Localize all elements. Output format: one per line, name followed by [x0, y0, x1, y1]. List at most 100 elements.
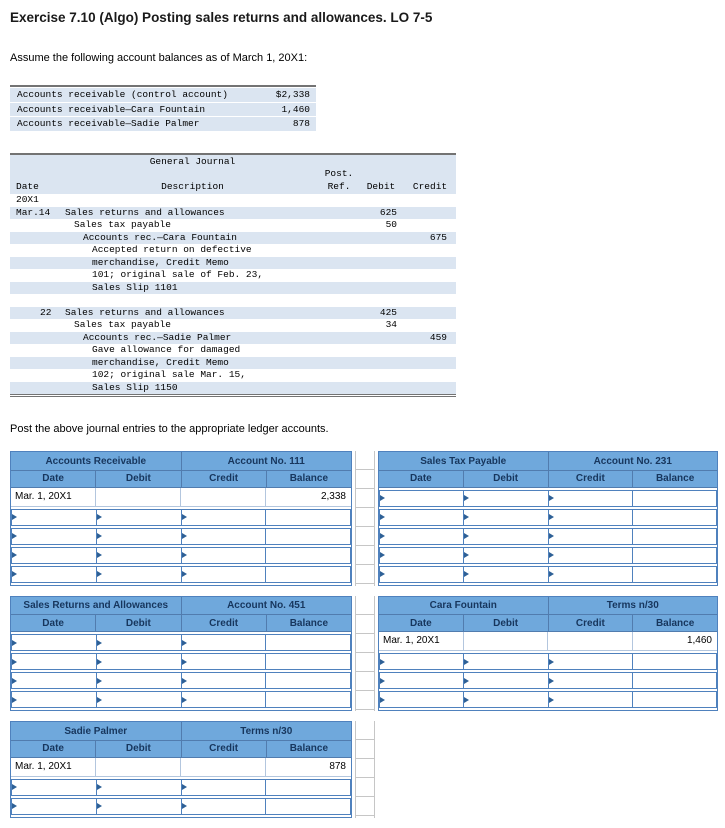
- credit-input-cell[interactable]: [180, 508, 267, 526]
- cell-marker-icon: [548, 533, 554, 539]
- ledger-input-row: [11, 546, 351, 564]
- ledger-table-sales-returns-and-allowances: Sales Returns and Allowances Account No.…: [10, 595, 352, 711]
- journal-description-cell: Sales Slip 1101: [92, 281, 178, 293]
- date-input-cell[interactable]: [379, 546, 465, 564]
- date-input-cell[interactable]: [11, 508, 97, 526]
- credit-input-cell[interactable]: [180, 565, 267, 583]
- col-header-debit: Debit: [95, 615, 180, 631]
- date-input-cell[interactable]: [11, 672, 97, 689]
- debit-input-cell[interactable]: [463, 691, 549, 708]
- cell-marker-icon: [464, 533, 470, 539]
- debit-input-cell[interactable]: [95, 797, 182, 815]
- balance-input-cell[interactable]: [265, 634, 351, 651]
- balance-input-cell[interactable]: [631, 565, 717, 583]
- journal-credit-cell: [404, 319, 456, 332]
- debit-input-cell[interactable]: [463, 672, 549, 689]
- cell-marker-icon: [380, 495, 385, 501]
- debit-input-cell[interactable]: [95, 672, 182, 689]
- credit-input-cell[interactable]: [547, 546, 633, 564]
- date-input-cell[interactable]: [379, 565, 465, 583]
- date-input-cell[interactable]: [379, 672, 465, 689]
- debit-input-cell[interactable]: [463, 489, 549, 507]
- balance-input-cell[interactable]: [631, 508, 717, 526]
- balance-input-cell[interactable]: [265, 691, 351, 708]
- ledger-section: Accounts Receivable Account No. 111 Date…: [10, 451, 718, 818]
- credit-input-cell[interactable]: [180, 653, 267, 670]
- date-input-cell[interactable]: [379, 508, 465, 526]
- credit-input-cell[interactable]: [180, 691, 267, 708]
- balance-input-cell[interactable]: [631, 691, 717, 708]
- date-input-cell[interactable]: [11, 797, 97, 815]
- balance-input-cell[interactable]: [265, 565, 351, 583]
- col-header-debit: Debit: [95, 740, 180, 757]
- credit-input-cell[interactable]: [547, 691, 633, 708]
- balance-row: Accounts receivable—Sadie Palmer 878: [10, 117, 316, 131]
- balance-input-cell[interactable]: [631, 546, 717, 564]
- journal-row: Sales Slip 1150: [10, 381, 456, 394]
- debit-input-cell[interactable]: [463, 546, 549, 564]
- date-input-cell[interactable]: [379, 489, 465, 507]
- balance-input-cell[interactable]: [265, 653, 351, 670]
- credit-input-cell[interactable]: [180, 797, 267, 815]
- date-input-cell[interactable]: [379, 527, 465, 545]
- credit-input-cell[interactable]: [547, 653, 633, 670]
- cell-marker-icon: [181, 803, 187, 809]
- balance-input-cell[interactable]: [265, 508, 351, 526]
- cell-marker-icon: [380, 552, 385, 558]
- credit-input-cell[interactable]: [180, 634, 267, 651]
- journal-description-cell: Gave allowance for damaged: [92, 344, 241, 355]
- cell-marker-icon: [181, 784, 187, 790]
- opening-debit: [464, 632, 548, 650]
- credit-input-cell[interactable]: [547, 489, 633, 507]
- balance-label: Accounts receivable—Cara Fountain: [17, 103, 206, 115]
- debit-input-cell[interactable]: [95, 565, 182, 583]
- date-input-cell[interactable]: [11, 565, 97, 583]
- ledger-input-row: [379, 546, 717, 564]
- debit-input-cell[interactable]: [95, 527, 182, 545]
- ledger-input-row: [11, 527, 351, 545]
- credit-input-cell[interactable]: [547, 508, 633, 526]
- credit-input-cell[interactable]: [547, 565, 633, 583]
- journal-title-row: General Journal: [10, 156, 456, 169]
- debit-input-cell[interactable]: [95, 634, 182, 651]
- credit-input-cell[interactable]: [547, 672, 633, 689]
- debit-input-cell[interactable]: [463, 508, 549, 526]
- debit-input-cell[interactable]: [95, 691, 182, 708]
- debit-input-cell[interactable]: [95, 546, 182, 564]
- balance-input-cell[interactable]: [631, 527, 717, 545]
- cell-marker-icon: [464, 677, 470, 684]
- balance-input-cell[interactable]: [265, 672, 351, 689]
- debit-input-cell[interactable]: [95, 653, 182, 670]
- date-input-cell[interactable]: [11, 527, 97, 545]
- balance-input-cell[interactable]: [265, 546, 351, 564]
- date-input-cell[interactable]: [11, 634, 97, 651]
- date-input-cell[interactable]: [11, 691, 97, 708]
- date-input-cell[interactable]: [11, 653, 97, 670]
- balance-input-cell[interactable]: [631, 672, 717, 689]
- debit-input-cell[interactable]: [463, 653, 549, 670]
- balance-input-cell[interactable]: [631, 653, 717, 670]
- ledger-title-row: Cara Fountain Terms n/30: [379, 596, 717, 615]
- debit-input-cell[interactable]: [95, 778, 182, 796]
- date-input-cell[interactable]: [379, 653, 465, 670]
- debit-input-cell[interactable]: [463, 565, 549, 583]
- ledger-input-row: [379, 565, 717, 583]
- date-input-cell[interactable]: [11, 778, 97, 796]
- debit-input-cell[interactable]: [463, 527, 549, 545]
- credit-input-cell[interactable]: [547, 527, 633, 545]
- ledger-column-headers: Date Debit Credit Balance: [11, 615, 351, 632]
- ledger-column-headers: Date Debit Credit Balance: [11, 470, 351, 488]
- balance-input-cell[interactable]: [631, 489, 717, 507]
- credit-input-cell[interactable]: [180, 546, 267, 564]
- credit-input-cell[interactable]: [180, 778, 267, 796]
- date-input-cell[interactable]: [11, 546, 97, 564]
- date-input-cell[interactable]: [379, 691, 465, 708]
- debit-input-cell[interactable]: [95, 508, 182, 526]
- general-journal-table: General Journal Post. Date Description R…: [10, 152, 456, 397]
- balance-input-cell[interactable]: [265, 797, 351, 815]
- balance-input-cell[interactable]: [265, 778, 351, 796]
- credit-input-cell[interactable]: [180, 527, 267, 545]
- ledger-input-row: [11, 653, 351, 670]
- balance-input-cell[interactable]: [265, 527, 351, 545]
- credit-input-cell[interactable]: [180, 672, 267, 689]
